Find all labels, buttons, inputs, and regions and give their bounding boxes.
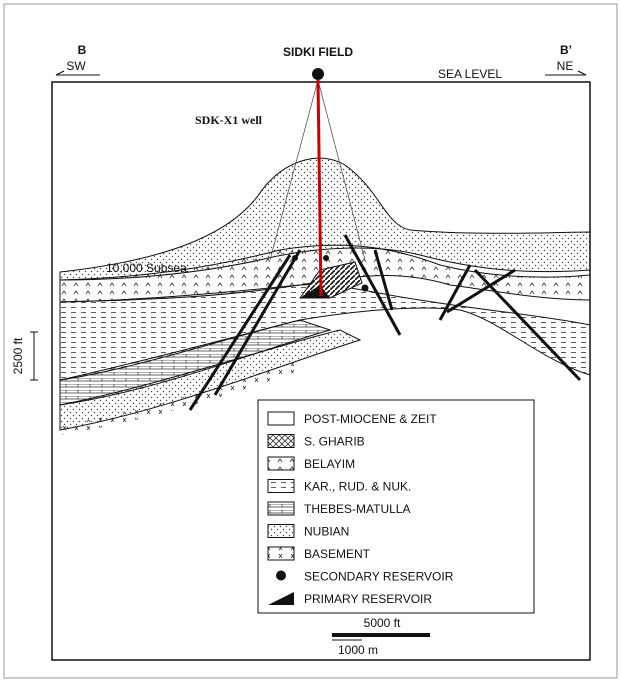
legend-swatch <box>267 501 295 516</box>
legend-label: BASEMENT <box>304 547 371 561</box>
point-b: B <box>78 43 87 57</box>
strata <box>59 79 591 435</box>
legend-swatch <box>267 411 295 426</box>
legend-swatch <box>267 456 295 471</box>
legend-swatch <box>267 434 295 448</box>
point-b-prime: B’ <box>560 43 572 57</box>
dir-ne: NE <box>557 59 574 73</box>
legend-label: POST-MIOCENE & ZEIT <box>304 412 437 426</box>
legend-label: THEBES-MATULLA <box>304 502 410 516</box>
well-path <box>316 79 323 297</box>
outer-border <box>3 3 618 679</box>
legend-label: PRIMARY RESERVOIR <box>304 592 432 606</box>
legend-swatch <box>268 592 294 605</box>
field-title: SIDKI FIELD <box>283 45 353 59</box>
legend-swatch <box>267 479 295 493</box>
arrow-right <box>545 70 587 76</box>
vertical-scale-label: 2500 ft <box>11 337 25 374</box>
legend-label: NUBIAN <box>304 525 349 539</box>
legend <box>257 399 535 614</box>
well-label: SDK-X1 well <box>195 113 263 127</box>
legend-label: BELAYIM <box>304 457 355 471</box>
legend-label: S. GHARIB <box>304 435 365 449</box>
legend-swatch <box>276 570 286 581</box>
legend-swatch <box>267 524 295 538</box>
field-marker <box>312 68 324 80</box>
vertical-scale <box>30 331 38 381</box>
legend-label: SECONDARY RESERVOIR <box>304 570 454 584</box>
dir-sw: SW <box>66 59 86 73</box>
legend-swatch <box>267 546 295 561</box>
sea-level: SEA LEVEL <box>438 67 502 81</box>
scale-ft: 5000 ft <box>364 616 401 630</box>
arrow-left <box>55 70 100 76</box>
depth-label: 10,000 Subsea <box>106 261 187 275</box>
legend-items: POST-MIOCENE & ZEIT S. GHARIB BELAYIM KAR.,… <box>267 411 454 606</box>
scale-m: 1000 m <box>338 643 378 657</box>
legend-label: KAR., RUD. & NUK. <box>304 480 411 494</box>
